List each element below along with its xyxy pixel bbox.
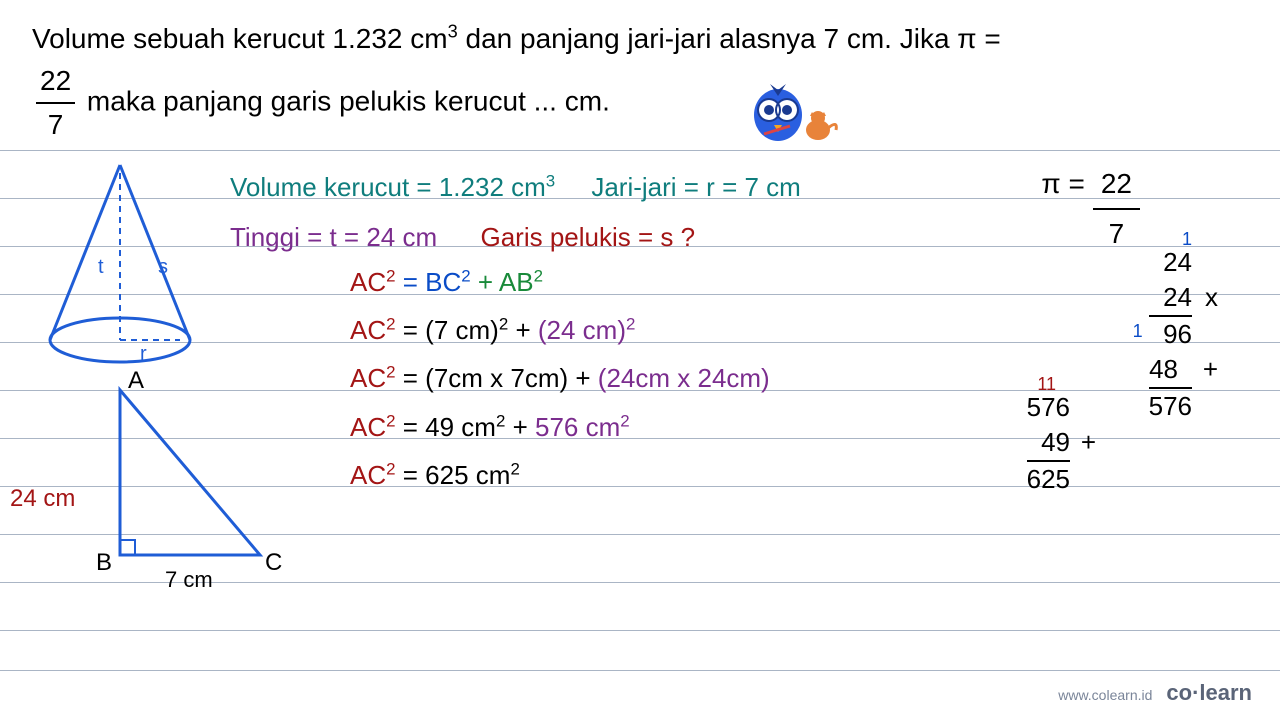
cone-diagram: t s r	[30, 155, 210, 375]
mult-carry2: 1	[1133, 319, 1143, 343]
footer-url: www.colearn.id	[1058, 687, 1152, 703]
mult-b: 24	[1163, 282, 1192, 312]
formula-5: AC2 = 625 cm2	[350, 453, 770, 497]
add-result: 625	[1027, 464, 1070, 494]
formula-2: AC2 = (7 cm)2 + (24 cm)2	[350, 308, 770, 352]
formula-3: AC2 = (7cm x 7cm) + (24cm x 24cm)	[350, 356, 770, 400]
frac-num: 22	[36, 60, 75, 104]
problem-statement: Volume sebuah kerucut 1.232 cm3 dan panj…	[32, 18, 1248, 146]
problem-sup: 3	[448, 22, 458, 42]
calc-add: 11 576 49 + 625	[1027, 390, 1070, 497]
add-b: 49	[1041, 427, 1070, 457]
add-a: 576	[1027, 392, 1070, 422]
cone-s-label: s	[158, 256, 168, 278]
given-volume: Volume kerucut = 1.232 cm3	[230, 172, 555, 202]
mult-carry1: 1	[1182, 227, 1192, 251]
given-height: Tinggi = t = 24 cm	[230, 222, 437, 252]
formula-4: AC2 = 49 cm2 + 576 cm2	[350, 405, 770, 449]
footer-brand: co·learn	[1166, 680, 1252, 706]
given-radius: Jari-jari = r = 7 cm	[591, 172, 801, 202]
formula-block: AC2 = BC2 + AB2 AC2 = (7 cm)2 + (24 cm)2…	[350, 260, 770, 501]
mascot-icon	[740, 70, 850, 158]
cone-t-label: t	[98, 256, 104, 278]
add-carry: 11	[1037, 372, 1056, 396]
mult-op-x: x	[1205, 280, 1218, 315]
problem-line1a: Volume sebuah kerucut 1.232 cm	[32, 23, 448, 54]
mult-op-plus: +	[1203, 352, 1218, 387]
add-op: +	[1081, 425, 1096, 460]
triangle-bc-label: 7 cm	[165, 567, 213, 592]
calc-multiply: 1 24 24 x 1 96 48 + 576	[1149, 245, 1192, 424]
triangle-B: B	[96, 549, 112, 576]
pi-label: π =	[1041, 160, 1084, 208]
problem-fraction: 22 7	[36, 60, 75, 146]
triangle-A: A	[128, 370, 144, 394]
pi-den: 7	[1101, 210, 1133, 258]
triangle-diagram: A B C 7 cm	[80, 370, 300, 600]
problem-line1b: dan panjang jari-jari alasnya 7 cm. Jika…	[458, 23, 1001, 54]
triangle-C: C	[265, 549, 282, 576]
mult-p1: 96	[1163, 319, 1192, 349]
mult-p2: 48	[1149, 354, 1192, 384]
pi-num: 22	[1093, 160, 1140, 210]
cone-r-label: r	[140, 343, 147, 365]
mult-a: 24	[1163, 247, 1192, 277]
problem-line2: maka panjang garis pelukis kerucut ... c…	[79, 85, 610, 116]
pi-value: π = 22 7	[1041, 160, 1140, 257]
triangle-ab-label: 24 cm	[10, 485, 75, 513]
frac-den: 7	[44, 104, 68, 146]
footer: www.colearn.id co·learn	[1058, 680, 1252, 706]
given-slant: Garis pelukis = s ?	[480, 222, 695, 252]
formula-1: AC2 = BC2 + AB2	[350, 260, 770, 304]
mult-result: 576	[1149, 391, 1192, 421]
